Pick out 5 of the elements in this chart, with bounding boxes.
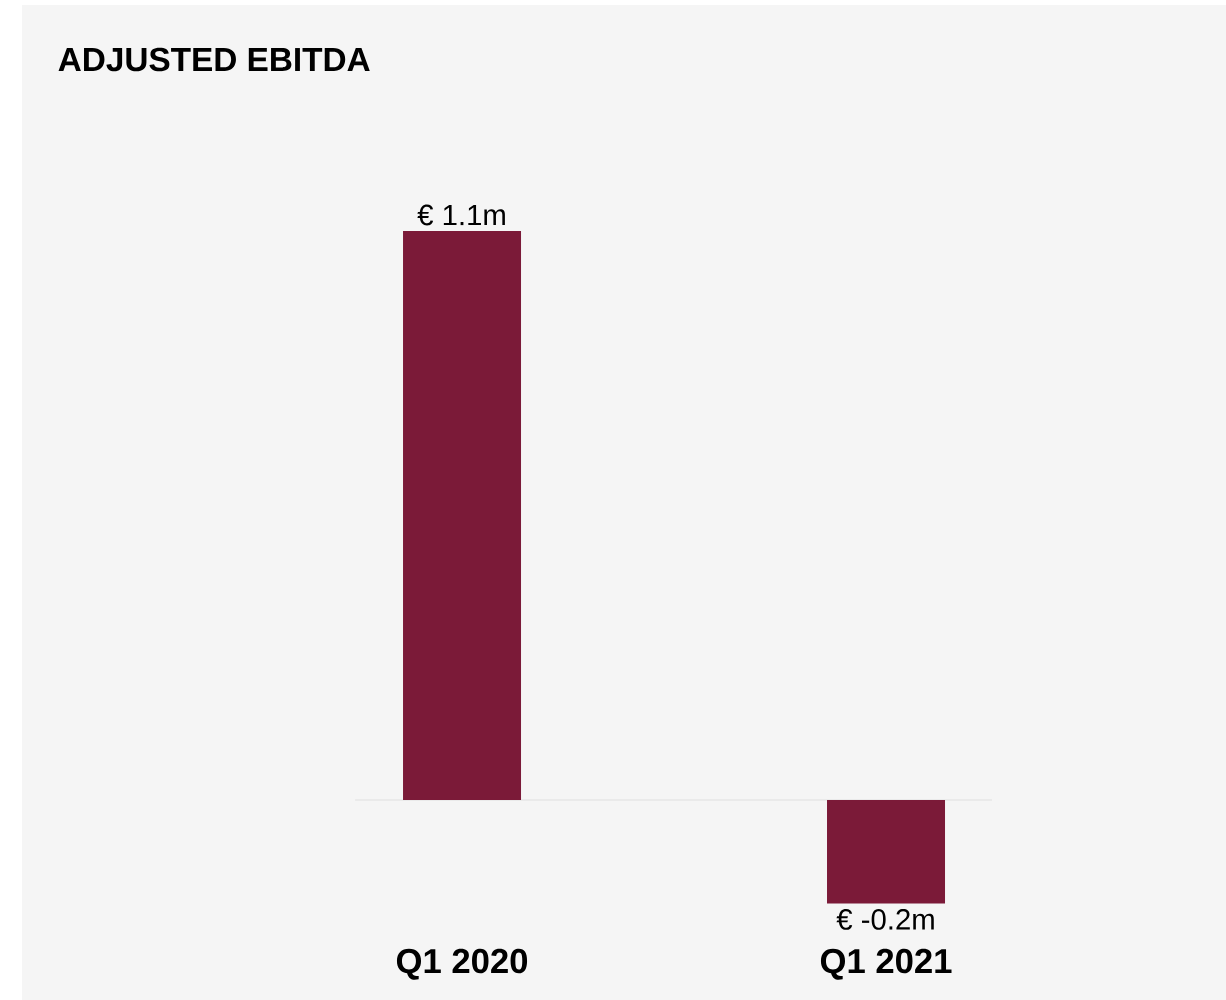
x-tick-label: Q1 2021 [820,948,952,980]
chart-title: ADJUSTED EBITDA [58,47,370,72]
data-label: € -0.2m [836,909,934,930]
x-tick-label: Q1 2020 [396,948,528,980]
data-label: € 1.1m [417,204,505,226]
